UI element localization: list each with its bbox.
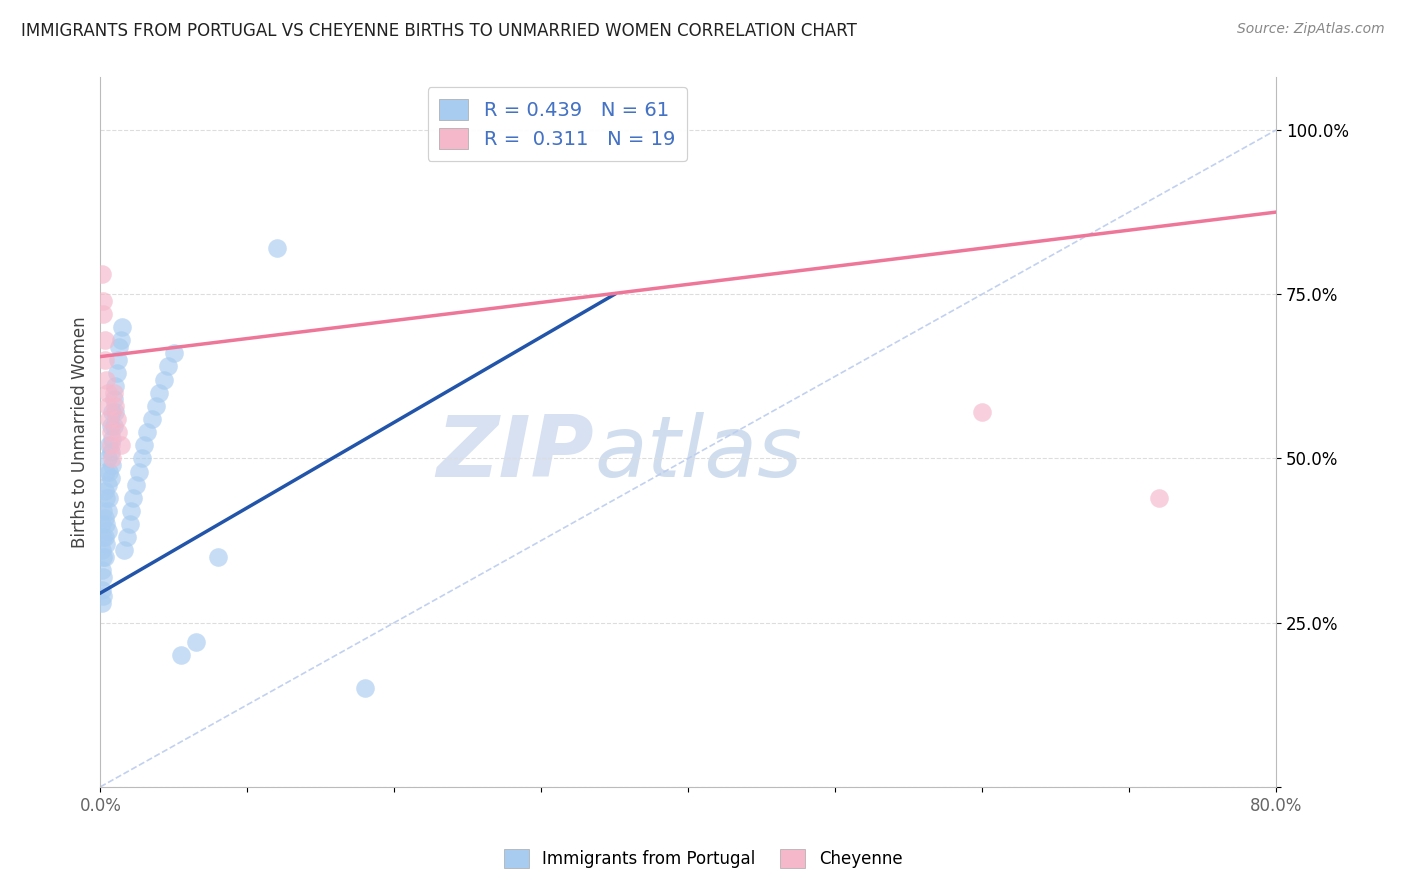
Point — [97, 477, 120, 491]
Text: IMMIGRANTS FROM PORTUGAL VS CHEYENNE BIRTHS TO UNMARRIED WOMEN CORRELATION CHART: IMMIGRANTS FROM PORTUGAL VS CHEYENNE BIR… — [21, 22, 858, 40]
Point — [94, 333, 117, 347]
Point — [104, 405, 127, 419]
Point — [152, 373, 174, 387]
Point — [104, 399, 127, 413]
Point — [96, 517, 118, 532]
Point — [98, 412, 121, 426]
Point — [90, 543, 112, 558]
Point — [91, 293, 114, 308]
Legend: Immigrants from Portugal, Cheyenne: Immigrants from Portugal, Cheyenne — [498, 843, 908, 875]
Point — [104, 379, 127, 393]
Point — [94, 484, 117, 499]
Point — [354, 681, 377, 696]
Point — [97, 399, 120, 413]
Point — [96, 373, 118, 387]
Point — [91, 307, 114, 321]
Point — [107, 352, 129, 367]
Point — [136, 425, 159, 439]
Point — [148, 385, 170, 400]
Point — [110, 333, 132, 347]
Point — [184, 635, 207, 649]
Point — [110, 438, 132, 452]
Point — [156, 359, 179, 374]
Point — [100, 471, 122, 485]
Point — [100, 418, 122, 433]
Point — [94, 530, 117, 544]
Point — [118, 517, 141, 532]
Point — [124, 477, 146, 491]
Point — [101, 405, 124, 419]
Point — [101, 432, 124, 446]
Point — [96, 537, 118, 551]
Point — [98, 465, 121, 479]
Point — [94, 510, 117, 524]
Point — [141, 412, 163, 426]
Point — [90, 268, 112, 282]
Point — [91, 590, 114, 604]
Point — [97, 385, 120, 400]
Text: atlas: atlas — [595, 412, 803, 495]
Point — [100, 438, 122, 452]
Point — [91, 504, 114, 518]
Point — [128, 465, 150, 479]
Point — [96, 465, 118, 479]
Text: Source: ZipAtlas.com: Source: ZipAtlas.com — [1237, 22, 1385, 37]
Point — [112, 543, 135, 558]
Point — [131, 451, 153, 466]
Point — [90, 563, 112, 577]
Point — [91, 549, 114, 564]
Point — [90, 596, 112, 610]
Point — [170, 648, 193, 663]
Point — [94, 352, 117, 367]
Point — [120, 504, 142, 518]
Point — [90, 582, 112, 597]
Y-axis label: Births to Unmarried Women: Births to Unmarried Women — [72, 317, 89, 548]
Point — [101, 451, 124, 466]
Point — [163, 346, 186, 360]
Point — [105, 366, 128, 380]
Point — [98, 491, 121, 505]
Point — [103, 385, 125, 400]
Point — [1147, 491, 1170, 505]
Point — [134, 438, 156, 452]
Point — [101, 458, 124, 472]
Point — [111, 320, 134, 334]
Text: ZIP: ZIP — [436, 412, 595, 495]
Point — [103, 418, 125, 433]
Point — [90, 517, 112, 532]
Point — [107, 425, 129, 439]
Point — [96, 491, 118, 505]
Point — [115, 530, 138, 544]
Point — [972, 405, 994, 419]
Legend: R = 0.439   N = 61, R =  0.311   N = 19: R = 0.439 N = 61, R = 0.311 N = 19 — [427, 87, 688, 161]
Point — [97, 524, 120, 538]
Point — [94, 549, 117, 564]
Point — [108, 340, 131, 354]
Point — [97, 451, 120, 466]
Point — [97, 504, 120, 518]
Point — [98, 438, 121, 452]
Point — [91, 530, 114, 544]
Point — [100, 445, 122, 459]
Point — [103, 392, 125, 407]
Point — [266, 241, 288, 255]
Point — [100, 425, 122, 439]
Point — [105, 412, 128, 426]
Point — [145, 399, 167, 413]
Point — [121, 491, 143, 505]
Point — [91, 569, 114, 583]
Point — [207, 549, 229, 564]
